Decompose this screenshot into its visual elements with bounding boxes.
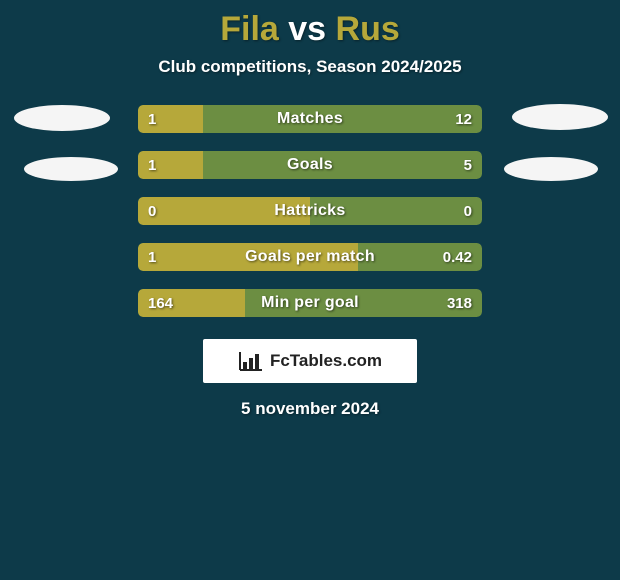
bar-value-left: 0 (148, 197, 156, 225)
bar-value-right: 5 (464, 151, 472, 179)
bar-value-right: 0 (464, 197, 472, 225)
chart-area: Matches112Goals15Hattricks00Goals per ma… (0, 105, 620, 317)
logo-text: FcTables.com (270, 351, 382, 371)
flag-right-2 (504, 157, 598, 181)
flag-left-2 (24, 157, 118, 181)
bar-label: Matches (138, 105, 482, 133)
bar-value-right: 318 (447, 289, 472, 317)
bar-row: Matches1 12 (138, 105, 482, 133)
bar-row: Goals1 5 (138, 151, 482, 179)
date: 5 november 2024 (0, 399, 620, 419)
title-mid: vs (279, 10, 336, 48)
subtitle: Club competitions, Season 2024/2025 (0, 57, 620, 105)
title-right: Rus (336, 10, 400, 48)
barchart-icon (238, 350, 264, 372)
bar-value-left: 1 (148, 105, 156, 133)
logo-box: FcTables.com (203, 339, 417, 383)
bar-label: Hattricks (138, 197, 482, 225)
page-title: Fila vs Rus (0, 0, 620, 57)
flag-left-1 (14, 105, 110, 131)
bar-row: Hattricks0 0 (138, 197, 482, 225)
bar-value-right: 0.42 (443, 243, 472, 271)
title-left: Fila (220, 10, 279, 48)
bar-value-left: 164 (148, 289, 173, 317)
flag-right-1 (512, 104, 608, 130)
bar-label: Goals per match (138, 243, 482, 271)
bar-value-right: 12 (455, 105, 472, 133)
bar-row: Goals per match1 0.42 (138, 243, 482, 271)
bar-rows: Matches112Goals15Hattricks00Goals per ma… (138, 105, 482, 317)
bar-value-left: 1 (148, 243, 156, 271)
bar-label: Goals (138, 151, 482, 179)
bar-value-left: 1 (148, 151, 156, 179)
bar-row: Min per goal164 318 (138, 289, 482, 317)
bar-label: Min per goal (138, 289, 482, 317)
